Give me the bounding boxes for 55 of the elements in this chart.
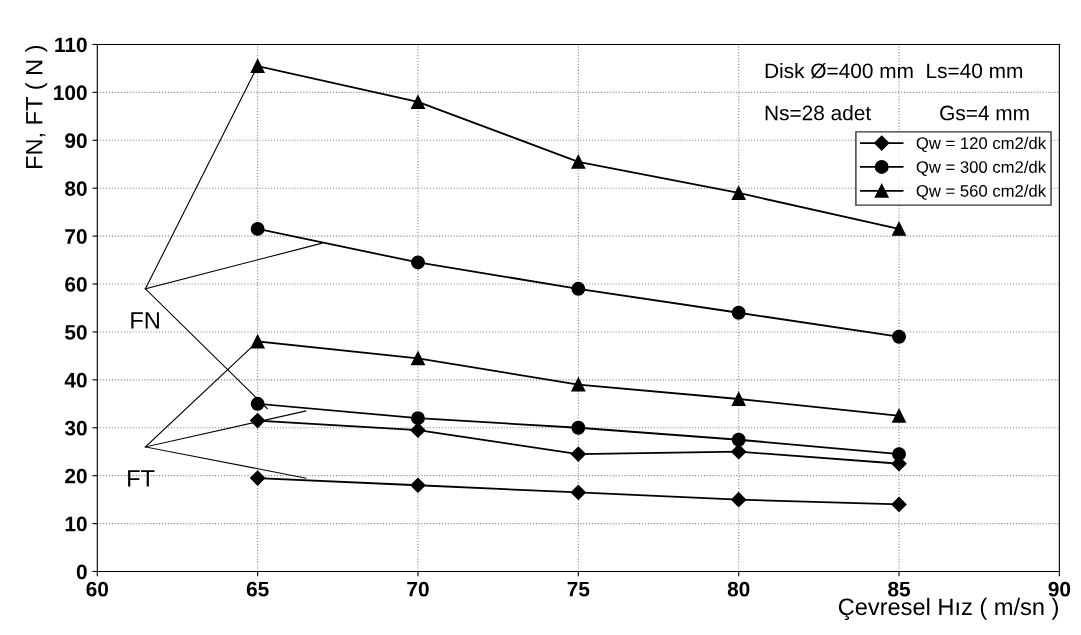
y-tick-label: 90	[65, 133, 87, 149]
point	[731, 432, 746, 447]
point	[731, 492, 747, 508]
y-tick-label: 70	[65, 229, 87, 244]
annotation: Ns=28 adet	[765, 105, 871, 121]
y-tick-label: 110	[55, 37, 87, 53]
y-tick-label: 20	[65, 468, 87, 484]
point	[731, 444, 747, 460]
point	[411, 95, 425, 109]
x-tick-label: 90	[1048, 581, 1071, 597]
point	[250, 470, 266, 486]
point	[891, 496, 907, 512]
point	[892, 408, 906, 423]
x-tick-label: 75	[567, 581, 590, 597]
point	[411, 411, 425, 426]
point	[570, 484, 586, 501]
x-tick-label: 60	[86, 581, 109, 597]
point	[731, 186, 746, 200]
point	[892, 447, 906, 462]
point	[570, 446, 586, 462]
point	[731, 305, 746, 320]
x-tick-label: 70	[407, 581, 429, 597]
point	[571, 281, 586, 296]
y-tick-label: 80	[65, 181, 87, 196]
y-axis-title: FN, FT ( N )	[25, 45, 48, 168]
y-tick-label: 60	[65, 277, 87, 292]
point	[571, 377, 586, 392]
y-tick-label: 100	[54, 85, 87, 101]
legend-label: Qw = 120 cm2/dk	[916, 136, 1047, 153]
point	[250, 59, 265, 73]
y-tick-label: 0	[76, 564, 87, 580]
y-tick-label: 50	[65, 324, 87, 340]
legend-label: Qw = 300 cm2/dk	[916, 160, 1047, 176]
point	[571, 420, 586, 435]
point	[410, 422, 426, 438]
point	[892, 329, 906, 344]
y-tick-label: 10	[65, 516, 87, 532]
point	[411, 255, 425, 270]
legend-label: Qw = 560 cm2/dk	[916, 184, 1047, 200]
point	[411, 351, 425, 366]
x-tick-label: 65	[246, 581, 269, 597]
annotation: FN	[131, 312, 159, 329]
point	[250, 221, 265, 236]
x-tick-label: 80	[727, 581, 750, 597]
x-axis-title: Çevresel Hız ( m/sn )	[838, 597, 1058, 620]
annotation: Gs=4 mm	[940, 105, 1029, 121]
point	[571, 154, 586, 169]
y-tick-label: 40	[64, 372, 87, 388]
annotation: FT	[128, 470, 155, 487]
point	[731, 392, 746, 406]
point	[892, 221, 906, 236]
annotation: Disk Ø=400 mm Ls=40 mm	[765, 62, 1022, 79]
y-tick-label: 30	[64, 420, 87, 436]
x-tick-label: 85	[888, 581, 911, 597]
point	[410, 477, 426, 493]
